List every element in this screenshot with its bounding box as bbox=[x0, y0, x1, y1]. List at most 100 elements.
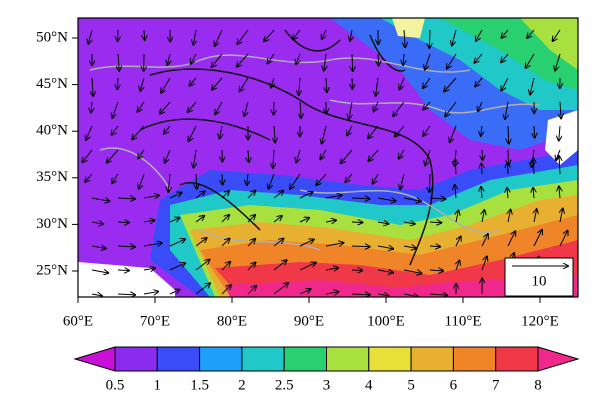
wind-arrow bbox=[425, 149, 431, 165]
wind-arrow bbox=[221, 285, 231, 295]
y-tick-label: 30°N bbox=[36, 216, 68, 232]
map-frame bbox=[77, 17, 579, 298]
wind-arrow bbox=[325, 292, 339, 294]
wind-arrow bbox=[478, 101, 482, 111]
colorbar-box bbox=[156, 346, 201, 372]
wind-arrow bbox=[560, 209, 563, 223]
wind-arrow bbox=[481, 257, 487, 271]
wind-arrow bbox=[351, 198, 370, 199]
wind-arrow bbox=[300, 101, 301, 118]
wind-arrow bbox=[316, 173, 327, 185]
wind-arrow bbox=[481, 164, 482, 175]
wind-arrow bbox=[368, 125, 379, 138]
wind-arrow bbox=[268, 173, 275, 189]
wind-arrow bbox=[533, 158, 534, 175]
wind-arrow bbox=[299, 263, 316, 271]
wind-arrow bbox=[193, 29, 196, 45]
wind-arrow bbox=[455, 237, 461, 247]
wind-arrow bbox=[221, 262, 230, 271]
wind-arrow bbox=[377, 294, 389, 296]
wind-arrow bbox=[351, 294, 370, 295]
wind-arrow bbox=[138, 149, 145, 158]
wind-arrow bbox=[189, 77, 197, 86]
wind-arrow bbox=[560, 101, 561, 118]
colorbar-box bbox=[283, 346, 328, 372]
wind-arrow bbox=[215, 101, 223, 114]
wind-arrow bbox=[399, 149, 405, 159]
wind-arrow bbox=[82, 149, 93, 162]
axes: 60°E 70°E 80°E 90°E 100°E 110°E 120°E 50°N 45°N 4… bbox=[36, 29, 559, 329]
wind-arrow bbox=[455, 185, 456, 199]
wind-arrow bbox=[320, 149, 327, 159]
wind-arrow bbox=[85, 173, 93, 182]
wind-arrow bbox=[273, 216, 282, 223]
wind-arrow bbox=[161, 77, 171, 93]
wind-arrow bbox=[393, 101, 405, 116]
reference-box bbox=[504, 257, 574, 297]
wind-arrow bbox=[169, 263, 185, 271]
wind-arrow bbox=[530, 77, 535, 95]
wind-arrow bbox=[429, 173, 430, 192]
wind-arrow bbox=[248, 149, 249, 162]
wind-arrow bbox=[196, 173, 197, 189]
wind-arrow bbox=[534, 125, 535, 138]
colorbar-box bbox=[368, 346, 412, 372]
wind-arrow bbox=[444, 77, 457, 91]
wind-arrow bbox=[423, 77, 431, 88]
wind-arrow bbox=[195, 191, 205, 199]
wind-arrow bbox=[325, 220, 336, 222]
colorbar-box bbox=[410, 346, 454, 372]
wind-arrow bbox=[91, 246, 106, 249]
wind-arrow bbox=[92, 77, 93, 96]
wind-arrow bbox=[527, 29, 535, 38]
wind-arrow bbox=[447, 53, 457, 68]
wind-arrow bbox=[193, 149, 196, 168]
wind-arrow bbox=[169, 218, 180, 222]
wind-arrow bbox=[474, 53, 483, 63]
wind-arrow bbox=[368, 149, 379, 161]
wind-arrow bbox=[351, 246, 370, 247]
wind-arrow bbox=[117, 270, 129, 271]
wind-arrow bbox=[143, 268, 155, 270]
wind-arrow bbox=[215, 29, 223, 46]
wind-arrow bbox=[273, 283, 288, 295]
wind-arrow bbox=[247, 191, 255, 199]
wind-arrow bbox=[526, 53, 535, 68]
wind-arrow bbox=[91, 101, 92, 113]
wind-arrow bbox=[481, 125, 482, 136]
wind-arrow bbox=[132, 125, 145, 139]
colorbar-box bbox=[452, 346, 497, 372]
wind-arrow bbox=[293, 29, 301, 39]
colorbar-box bbox=[326, 346, 370, 372]
wind-arrow bbox=[111, 125, 119, 135]
wind-arrow bbox=[501, 29, 509, 38]
wind-arrow bbox=[403, 53, 404, 65]
wind-arrow bbox=[456, 261, 459, 271]
wind-arrow bbox=[395, 125, 405, 137]
wind-arrow bbox=[274, 125, 275, 142]
wind-arrow bbox=[482, 210, 484, 223]
wind-arrow bbox=[350, 29, 352, 41]
wind-arrow bbox=[273, 149, 274, 168]
wind-arrow bbox=[167, 53, 170, 65]
wind-arrow bbox=[117, 198, 135, 199]
wind-arrow bbox=[508, 210, 511, 223]
wind-arrow bbox=[481, 187, 482, 199]
wind-arrow bbox=[112, 173, 119, 183]
wind-arrow bbox=[475, 77, 483, 86]
wind-arrow bbox=[195, 260, 210, 271]
wind-arrow bbox=[508, 125, 509, 144]
wind-arrow bbox=[143, 243, 162, 246]
wind-arrow bbox=[273, 239, 284, 247]
wind-arrow bbox=[271, 77, 274, 88]
wind-arrow bbox=[347, 125, 353, 135]
wind-arrow bbox=[429, 270, 443, 271]
wind-arrow bbox=[450, 125, 457, 142]
wind-vectors bbox=[82, 29, 567, 297]
wind-arrow bbox=[445, 101, 457, 116]
wind-arrow bbox=[429, 198, 445, 199]
wind-arrow bbox=[144, 29, 145, 40]
wind-arrow bbox=[403, 294, 418, 297]
x-tick-label: 60°E bbox=[63, 313, 93, 329]
wind-arrow bbox=[290, 173, 301, 189]
